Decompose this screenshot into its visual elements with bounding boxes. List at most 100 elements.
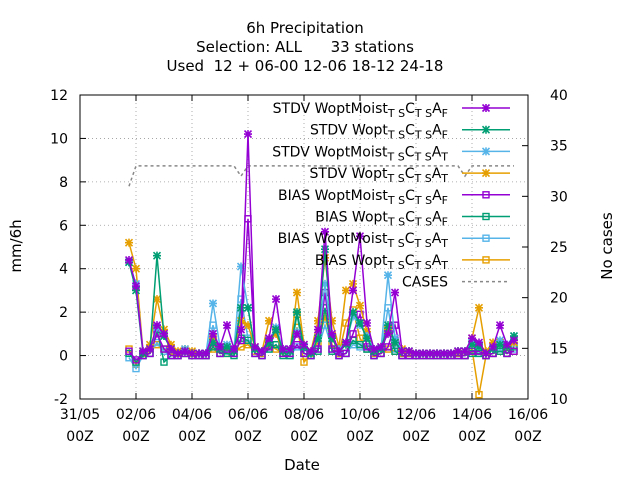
data-point bbox=[362, 318, 372, 328]
data-point bbox=[355, 318, 365, 328]
legend-entry: STDV WoptT SCT SAT bbox=[310, 166, 510, 185]
data-point bbox=[313, 325, 323, 334]
y2-tick-label: 10 bbox=[550, 392, 568, 408]
data-point bbox=[187, 349, 197, 358]
legend-marker bbox=[482, 191, 490, 199]
data-point bbox=[264, 334, 274, 343]
data-point bbox=[397, 347, 407, 356]
y-tick-label: 8 bbox=[59, 175, 68, 191]
x-tick-label: 00Z bbox=[66, 429, 93, 445]
legend-label: BIAS WoptMoistT SCT SAT bbox=[278, 231, 449, 250]
y2-tick-label: 20 bbox=[550, 291, 568, 307]
y-axis-label: mm/6h bbox=[7, 219, 25, 272]
data-point bbox=[509, 336, 519, 345]
data-point bbox=[152, 251, 162, 260]
x-tick-label: 00Z bbox=[178, 429, 205, 445]
data-point bbox=[166, 344, 176, 354]
data-point bbox=[180, 347, 190, 356]
data-point bbox=[460, 347, 470, 356]
data-point bbox=[320, 245, 330, 254]
data-point bbox=[237, 336, 245, 345]
data-point bbox=[439, 349, 449, 358]
data-point bbox=[488, 342, 498, 351]
data-point bbox=[390, 334, 400, 343]
data-point bbox=[271, 325, 281, 334]
data-point bbox=[474, 303, 484, 312]
data-point bbox=[285, 344, 295, 354]
legend-entry: STDV WoptMoistT SCT SAF bbox=[273, 101, 510, 120]
data-point bbox=[314, 345, 322, 353]
y2-tick-label: 35 bbox=[550, 139, 568, 155]
x-tick-label: 00Z bbox=[234, 429, 261, 445]
data-point bbox=[131, 282, 141, 291]
x-tick-label: 12/06 bbox=[396, 407, 436, 423]
data-point bbox=[292, 288, 302, 297]
x-tick-label: 08/06 bbox=[284, 407, 324, 423]
legend-label: BIAS WoptT SCT SAT bbox=[315, 253, 448, 272]
legend-marker bbox=[481, 125, 491, 134]
x-tick-label: 16/06 bbox=[508, 407, 548, 423]
x-tick-label: 10/06 bbox=[340, 407, 380, 423]
x-axis-label: Date bbox=[284, 456, 320, 474]
x-tick-label: 06/06 bbox=[228, 407, 268, 423]
x-tick-label: 00Z bbox=[458, 429, 485, 445]
data-point bbox=[243, 130, 253, 139]
data-point bbox=[425, 349, 435, 358]
legend-entry: BIAS WoptT SCT SAT bbox=[315, 253, 510, 272]
ticks: 31/05 00Z 02/06 00Z 04/06 00Z 06/06 00Z 08/06 00Z… bbox=[50, 88, 568, 445]
legend-label: BIAS WoptMoistT SCT SAF bbox=[278, 188, 448, 207]
data-point bbox=[124, 255, 134, 265]
data-point bbox=[173, 349, 183, 358]
x-tick-label: 00Z bbox=[514, 429, 541, 445]
x-tick-label: 02/06 bbox=[116, 407, 156, 423]
legend-marker bbox=[481, 169, 491, 178]
legend-marker bbox=[482, 234, 490, 242]
data-point bbox=[404, 347, 414, 356]
chart-title-line-1: 6h Precipitation bbox=[246, 19, 364, 37]
data-point bbox=[271, 295, 281, 304]
data-point bbox=[453, 347, 463, 356]
y-tick-label: -2 bbox=[54, 392, 68, 408]
y-tick-label: 4 bbox=[59, 262, 68, 278]
legend-marker bbox=[482, 212, 490, 221]
data-point bbox=[369, 344, 379, 354]
legend: STDV WoptMoistT SCT SAF STDV WoptT SCT SA… bbox=[272, 101, 510, 291]
legend-entry: BIAS WoptT SCT SAF bbox=[315, 210, 510, 229]
legend-label: CASES bbox=[402, 275, 448, 291]
data-point bbox=[159, 329, 169, 338]
legend-label: STDV WoptT SCT SAT bbox=[310, 166, 449, 185]
data-point bbox=[208, 329, 218, 338]
legend-marker bbox=[481, 147, 491, 156]
data-point bbox=[432, 349, 442, 358]
data-point bbox=[348, 312, 358, 321]
data-point bbox=[152, 295, 162, 304]
y-tick-label: 6 bbox=[59, 218, 68, 234]
legend-entry: BIAS WoptMoistT SCT SAF bbox=[278, 188, 510, 207]
data-point bbox=[342, 349, 350, 358]
data-point bbox=[376, 342, 386, 351]
data-point bbox=[125, 347, 133, 355]
data-point bbox=[292, 329, 302, 338]
data-point bbox=[390, 338, 400, 347]
data-point bbox=[488, 338, 498, 347]
chart-title-line-2: Selection: ALL 33 stations bbox=[196, 38, 414, 56]
data-point bbox=[264, 316, 274, 325]
data-point bbox=[390, 288, 400, 297]
data-point bbox=[243, 303, 253, 312]
series-8 bbox=[128, 165, 514, 187]
x-tick-label: 04/06 bbox=[172, 407, 212, 423]
data-point bbox=[327, 316, 337, 325]
data-point bbox=[278, 344, 288, 354]
data-point bbox=[194, 349, 204, 358]
data-point bbox=[138, 347, 148, 356]
legend-entry: STDV WoptMoistT SCT SAT bbox=[272, 144, 510, 163]
legend-label: BIAS WoptT SCT SAF bbox=[315, 210, 448, 229]
data-point bbox=[363, 343, 371, 351]
data-point bbox=[383, 271, 393, 280]
data-point bbox=[272, 341, 280, 349]
data-point bbox=[495, 321, 505, 330]
data-point bbox=[474, 338, 484, 347]
x-tick-label: 31/05 bbox=[60, 407, 100, 423]
data-point bbox=[446, 349, 456, 358]
data-point bbox=[208, 299, 218, 308]
